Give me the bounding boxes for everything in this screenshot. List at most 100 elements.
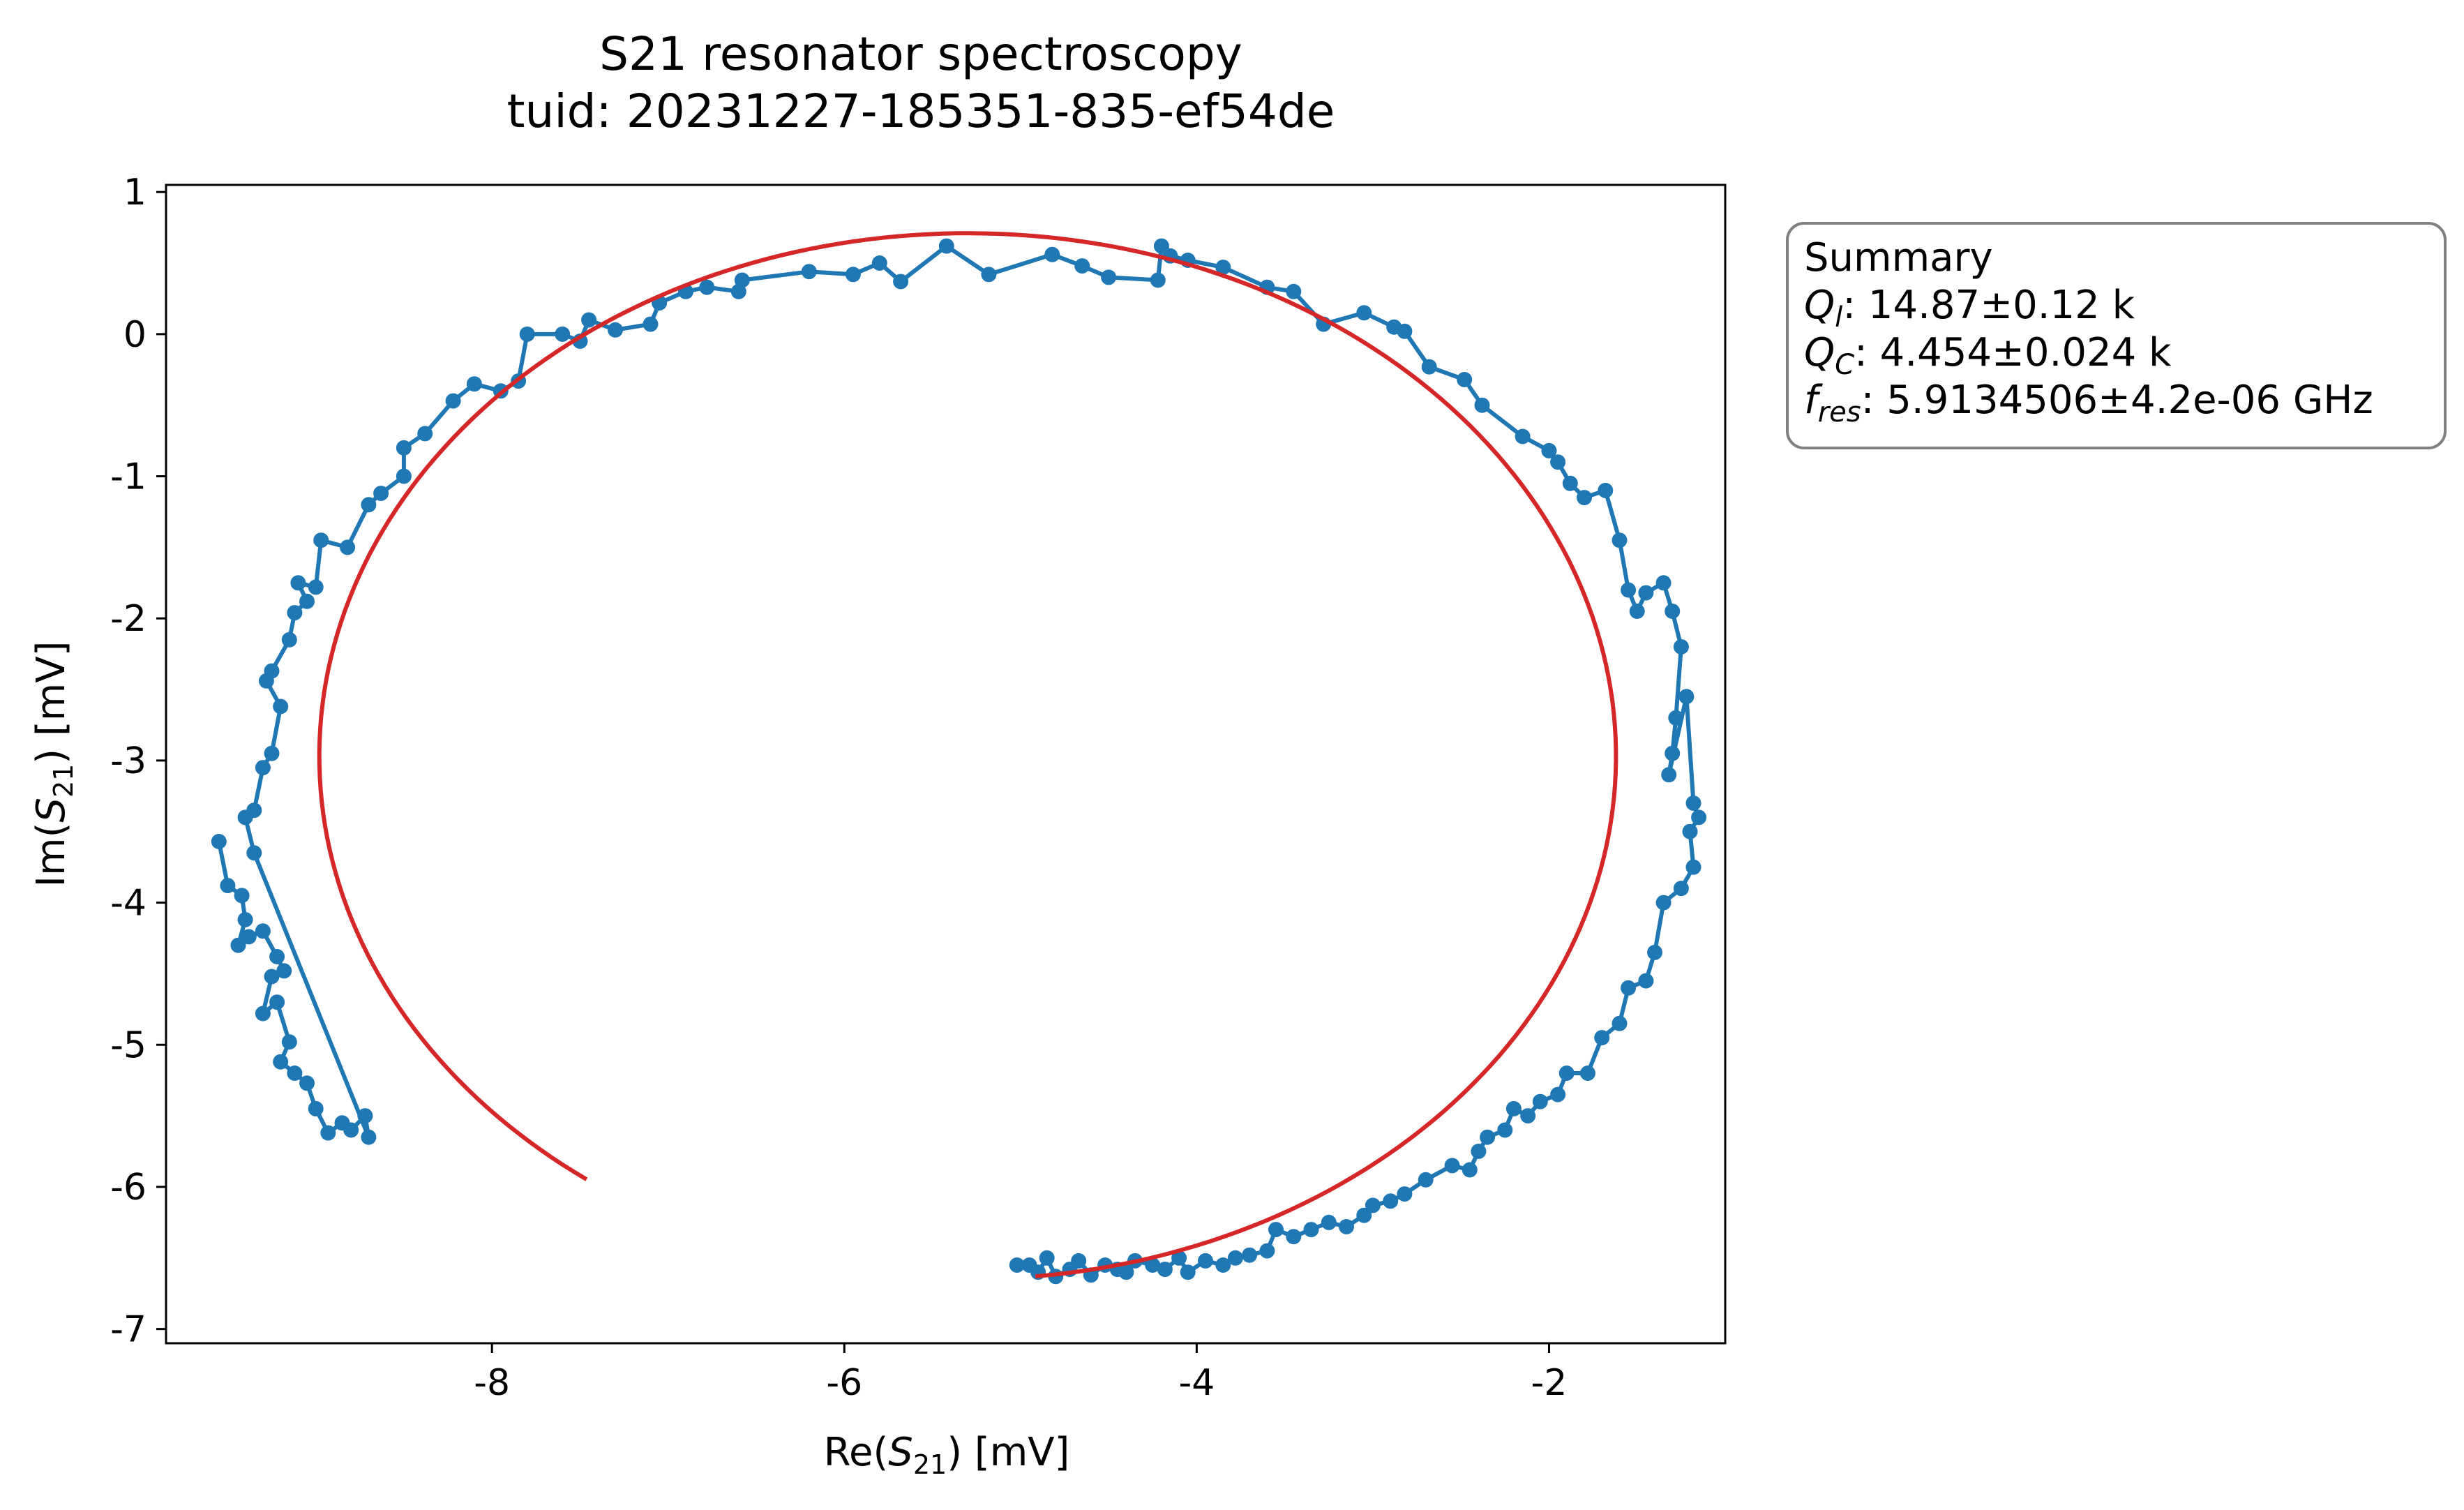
data-point (1365, 1197, 1381, 1213)
data-point (361, 1129, 377, 1145)
data-point (699, 279, 715, 295)
data-point (1321, 1214, 1337, 1230)
data-point (1598, 482, 1614, 498)
data-point (320, 1125, 336, 1141)
data-point (273, 1054, 289, 1070)
data-point (1558, 1066, 1575, 1081)
summary-heading: Summary (1804, 235, 1993, 281)
data-point (281, 631, 297, 648)
data-point (1515, 428, 1531, 444)
data-point (264, 663, 280, 679)
data-point (264, 969, 280, 985)
data-point (581, 312, 597, 328)
data-point (1286, 283, 1302, 299)
data-point (1474, 397, 1490, 413)
chart-subtitle: tuid: 20231227-185351-835-ef54de (507, 84, 1335, 138)
data-point (1044, 246, 1060, 262)
data-point (555, 326, 571, 342)
data-point (1462, 1162, 1478, 1178)
data-point (1153, 238, 1169, 254)
data-point (1665, 604, 1681, 619)
data-point (1397, 1186, 1413, 1202)
data-point (246, 802, 262, 818)
data-point (1520, 1108, 1536, 1124)
data-point (1562, 475, 1578, 491)
data-point (893, 274, 909, 290)
data-point (1180, 1264, 1196, 1280)
data-point (1550, 454, 1566, 470)
data-point (1145, 1257, 1161, 1273)
data-point (343, 1122, 359, 1138)
data-point (1171, 1250, 1187, 1266)
data-point (1550, 1086, 1566, 1102)
axes-frame (165, 184, 1727, 1345)
data-point (1594, 1030, 1610, 1046)
data-point (1039, 1250, 1055, 1266)
data-point (308, 1100, 324, 1116)
data-point (1577, 490, 1592, 506)
data-point (1444, 1158, 1460, 1174)
data-point (276, 963, 292, 979)
data-point (396, 440, 412, 456)
data-point (1621, 980, 1637, 996)
data-point (1383, 1193, 1399, 1209)
data-point (361, 497, 377, 513)
x-axis-label: Re(S21) [mV] (824, 1430, 1070, 1480)
x-tick-label: -2 (1531, 1362, 1568, 1404)
data-point (1638, 585, 1654, 601)
data-point (273, 698, 289, 715)
data-point (1471, 1144, 1487, 1159)
data-point (1655, 575, 1672, 591)
data-point (1541, 442, 1557, 458)
data-point (445, 393, 461, 409)
data-point (255, 923, 271, 939)
data-point (234, 888, 250, 904)
data-point (1242, 1247, 1258, 1263)
data-point (357, 1108, 373, 1124)
data-point (1457, 372, 1473, 387)
x-tick-label: -6 (826, 1362, 862, 1404)
data-point (608, 322, 623, 338)
data-point (1612, 1015, 1628, 1031)
summary-box-frame (1786, 222, 2447, 449)
data-point (1021, 1257, 1037, 1273)
data-point (938, 238, 954, 254)
data-point (1303, 1222, 1319, 1238)
data-point (1685, 859, 1701, 875)
data-point (246, 845, 262, 861)
data-point (1418, 1172, 1434, 1188)
x-tick-label: -4 (1178, 1362, 1215, 1404)
y-tick-label: -3 (110, 740, 147, 782)
data-point (1655, 895, 1672, 911)
data-point (1638, 973, 1654, 989)
data-point (1215, 260, 1231, 276)
data-point (1621, 582, 1637, 598)
y-tick-label: -6 (110, 1167, 147, 1209)
x-axis-ticks: -8 -6 -4 -2 (474, 1343, 1567, 1404)
data-point (211, 834, 227, 849)
data-point (1150, 272, 1166, 288)
data-point (269, 949, 285, 964)
y-tick-label: 0 (123, 314, 147, 356)
data-point (1678, 689, 1695, 705)
data-point (220, 878, 236, 894)
data-point (1356, 305, 1372, 321)
data-point (981, 267, 997, 283)
fit-curve (317, 231, 1618, 1279)
data-point (1580, 1066, 1595, 1081)
data-point (313, 532, 329, 548)
data-point (1356, 1207, 1372, 1223)
data-point (1339, 1219, 1354, 1234)
data-point (871, 255, 887, 271)
data-point (1497, 1122, 1513, 1138)
y-tick-label: -1 (110, 456, 147, 498)
summary-box: Summary Ql: 14.87±0.12 k QC: 4.454±0.024… (1786, 222, 2447, 449)
data-point (1665, 745, 1681, 761)
summary-line-fres: fres: 5.9134506±4.2e-06 GHz (1804, 378, 2373, 428)
data-point (1480, 1129, 1496, 1145)
data-point (1682, 823, 1698, 839)
data-point (1227, 1250, 1243, 1266)
data-point (281, 1034, 297, 1050)
